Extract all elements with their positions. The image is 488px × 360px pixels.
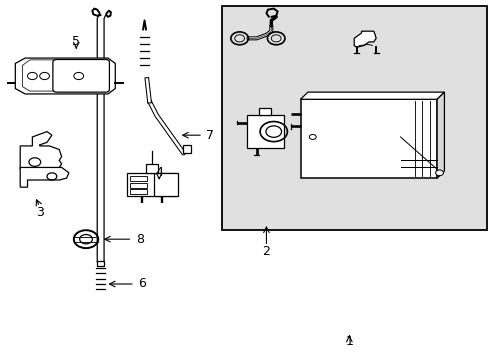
Bar bbox=[246, 116, 283, 148]
Polygon shape bbox=[436, 92, 444, 178]
Bar bbox=[222, 6, 486, 230]
Bar bbox=[127, 173, 176, 196]
Circle shape bbox=[435, 170, 443, 176]
FancyBboxPatch shape bbox=[53, 59, 109, 92]
Bar bbox=[97, 261, 104, 266]
Text: 2: 2 bbox=[262, 245, 270, 258]
Circle shape bbox=[309, 134, 316, 139]
Polygon shape bbox=[15, 58, 115, 94]
Text: 7: 7 bbox=[206, 129, 214, 142]
Text: 6: 6 bbox=[138, 278, 146, 291]
Bar bbox=[182, 145, 191, 153]
Bar bbox=[130, 176, 147, 181]
Bar bbox=[130, 183, 147, 188]
Polygon shape bbox=[300, 92, 444, 99]
Text: 1: 1 bbox=[345, 335, 352, 348]
Bar bbox=[146, 164, 158, 173]
Polygon shape bbox=[353, 31, 375, 47]
Text: 4: 4 bbox=[155, 166, 163, 179]
Polygon shape bbox=[20, 167, 69, 187]
Polygon shape bbox=[20, 132, 61, 169]
Text: 8: 8 bbox=[135, 233, 143, 246]
Bar bbox=[130, 189, 147, 194]
Text: 5: 5 bbox=[72, 35, 80, 49]
Bar bbox=[154, 173, 177, 196]
Polygon shape bbox=[22, 60, 108, 91]
Bar bbox=[259, 108, 271, 116]
Text: 3: 3 bbox=[36, 206, 43, 219]
Bar bbox=[300, 99, 436, 178]
